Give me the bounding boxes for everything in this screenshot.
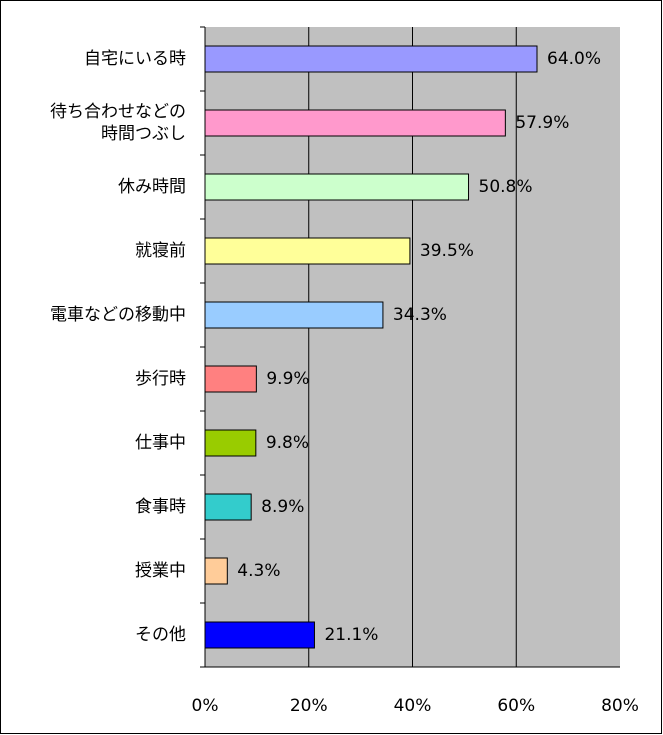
bar: [204, 173, 470, 201]
y-tick-label: その他: [135, 625, 186, 645]
bar: [204, 301, 384, 329]
value-label: 50.8%: [479, 177, 533, 197]
x-tick-label: 0%: [192, 696, 219, 716]
value-label: 4.3%: [237, 561, 280, 581]
value-label: 64.0%: [547, 49, 601, 69]
value-label: 57.9%: [515, 113, 569, 133]
value-label: 21.1%: [324, 625, 378, 645]
x-tick-label: 20%: [290, 696, 328, 716]
bar: [204, 109, 506, 137]
y-tick-label: 電車などの移動中: [50, 305, 186, 325]
x-tick-label: 40%: [394, 696, 432, 716]
bar: [204, 237, 411, 265]
y-tick-label: 休み時間: [118, 177, 186, 197]
value-label: 34.3%: [393, 305, 447, 325]
value-label: 9.9%: [266, 369, 309, 389]
bar: [204, 429, 257, 457]
bar: [204, 557, 228, 585]
bar: [204, 365, 257, 393]
y-tick-label: 歩行時: [135, 369, 186, 389]
x-tick-label: 80%: [601, 696, 639, 716]
y-tick-label: 仕事中: [135, 433, 186, 453]
y-tick-label: 待ち合わせなどの時間つぶし: [50, 102, 186, 144]
bar: [204, 45, 538, 73]
y-tick-label: 食事時: [135, 497, 186, 517]
x-tick-label: 60%: [497, 696, 535, 716]
bar: [204, 621, 315, 649]
value-label: 39.5%: [420, 241, 474, 261]
y-tick-label: 就寝前: [135, 240, 186, 261]
value-label: 9.8%: [266, 433, 309, 453]
value-label: 8.9%: [261, 497, 304, 517]
y-tick-label: 授業中: [135, 561, 186, 581]
y-tick-label: 自宅にいる時: [84, 49, 186, 69]
bar: [204, 493, 252, 521]
